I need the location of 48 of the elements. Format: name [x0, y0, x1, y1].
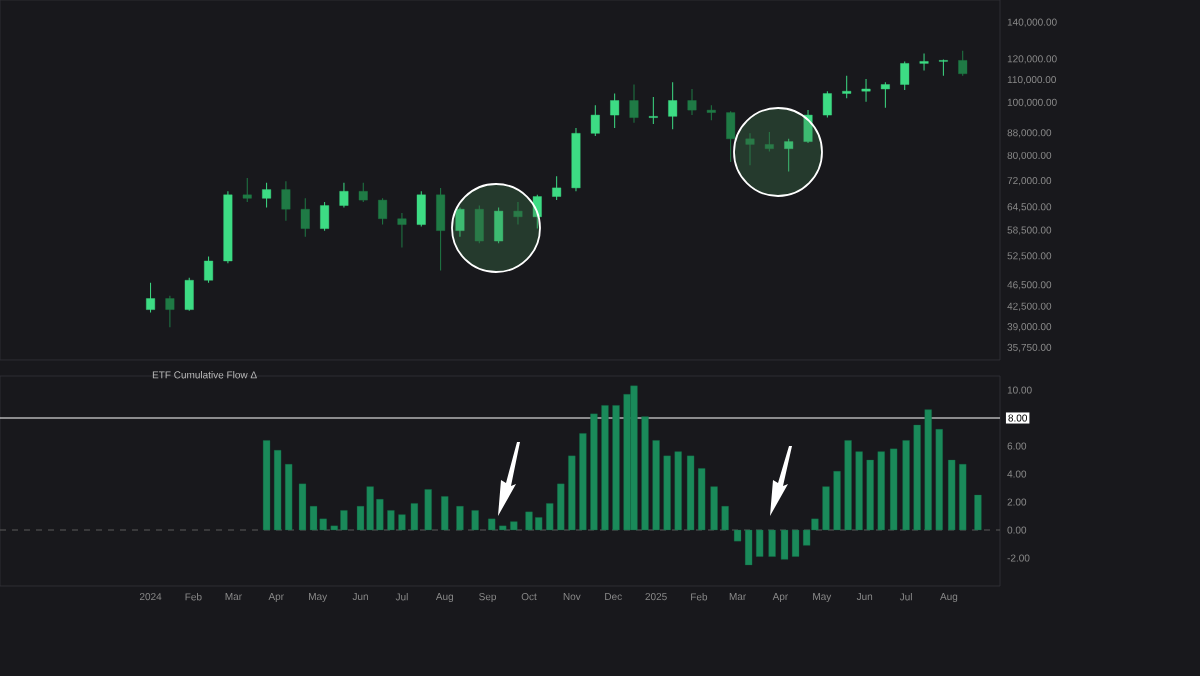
bar [424, 489, 432, 531]
candlestick [687, 88, 697, 116]
candlestick [416, 190, 426, 228]
candlestick [552, 175, 562, 201]
candlestick [320, 201, 330, 232]
candlestick [184, 277, 194, 312]
bar [471, 510, 479, 531]
candlestick [784, 138, 794, 172]
candlestick [146, 282, 156, 313]
candlestick [803, 109, 813, 144]
candlestick [726, 110, 736, 163]
bar [441, 496, 449, 531]
bar [974, 494, 982, 531]
candlestick [610, 93, 620, 129]
candlestick [474, 205, 484, 244]
candlestick [590, 104, 600, 137]
candlestick [455, 206, 465, 238]
bar [890, 448, 898, 531]
candlestick [900, 60, 910, 91]
candlestick [436, 187, 446, 271]
bar [456, 506, 464, 531]
candlestick [822, 90, 832, 119]
candlestick [300, 197, 310, 238]
candlestick [358, 182, 368, 203]
candlestick [513, 201, 523, 226]
candlestick [764, 131, 774, 153]
bar [410, 503, 418, 531]
candlestick [629, 84, 639, 124]
candlestick [938, 58, 948, 77]
candlestick [281, 180, 291, 222]
candlestick [204, 255, 214, 284]
candlestick [339, 182, 349, 208]
candlestick [648, 96, 658, 125]
candlestick [262, 182, 272, 208]
candlestick [958, 50, 968, 77]
candlestick [745, 132, 755, 166]
bar [768, 529, 776, 557]
candlestick [842, 75, 852, 99]
candlestick [861, 78, 871, 103]
candlestick [494, 206, 504, 244]
candlestick [165, 295, 175, 328]
candlestick [919, 53, 929, 72]
candlestick [668, 81, 678, 130]
candlestick [397, 212, 407, 249]
candlestick [532, 194, 542, 230]
candlestick [880, 81, 890, 109]
candlestick [242, 177, 252, 203]
candlestick [378, 197, 388, 226]
